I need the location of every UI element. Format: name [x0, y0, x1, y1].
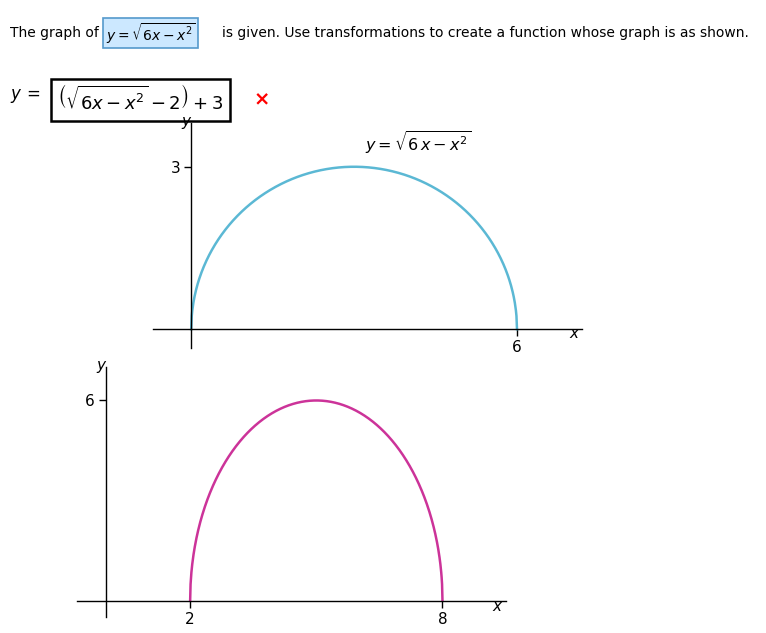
Text: x: x — [493, 599, 502, 613]
Text: $\left(\sqrt{6x-x^2}-2\right)+3$: $\left(\sqrt{6x-x^2}-2\right)+3$ — [57, 85, 224, 115]
Text: y: y — [182, 114, 191, 129]
Text: $y = \sqrt{6\,x - x^2}$: $y = \sqrt{6\,x - x^2}$ — [365, 129, 471, 156]
Text: $y = \sqrt{6x - x^2}$: $y = \sqrt{6x - x^2}$ — [106, 21, 195, 46]
Text: y: y — [96, 358, 105, 373]
Text: $\mathbf{\times}$: $\mathbf{\times}$ — [253, 90, 269, 110]
Text: $y\,=$: $y\,=$ — [10, 87, 41, 105]
Text: x: x — [569, 327, 578, 341]
Text: is given. Use transformations to create a function whose graph is as shown.: is given. Use transformations to create … — [222, 26, 749, 41]
Text: The graph of: The graph of — [10, 26, 99, 41]
